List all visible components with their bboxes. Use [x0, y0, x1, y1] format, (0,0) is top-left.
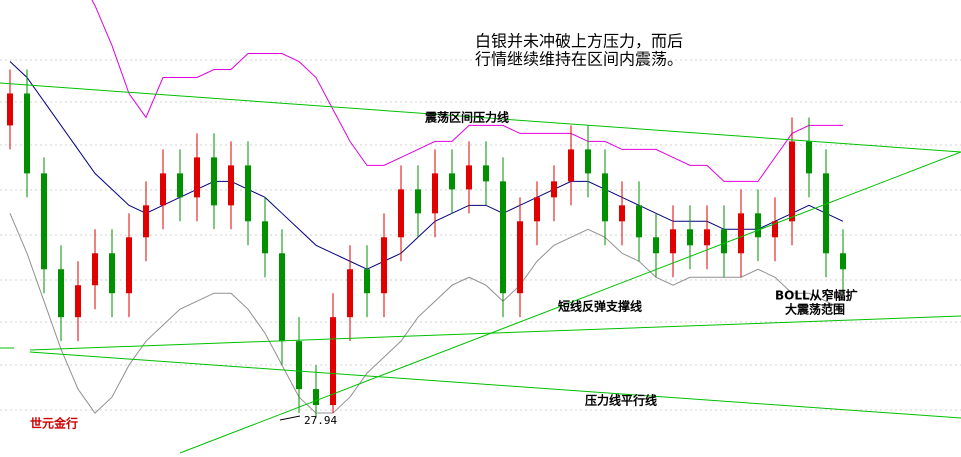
candle-body — [840, 253, 846, 270]
annotation: BOLL从窄幅扩 — [775, 288, 858, 303]
candle-body — [41, 173, 47, 270]
candle-body — [738, 213, 744, 254]
candle-body — [262, 221, 268, 254]
candle-body — [364, 269, 370, 294]
candle-body — [194, 157, 200, 198]
annotation: 压力线平行线 — [585, 393, 657, 408]
candle-body — [619, 205, 625, 222]
candle-body — [92, 253, 98, 286]
candle-body — [755, 213, 761, 238]
candle-body — [126, 237, 132, 294]
boll-line — [9, 213, 844, 414]
candle-body — [500, 181, 506, 294]
candle-body — [432, 173, 438, 214]
candle-body — [58, 269, 64, 318]
candle-body — [551, 181, 557, 198]
candle-body — [296, 341, 302, 390]
candle-body — [160, 173, 166, 206]
annotation: 短线反弹支撑线 — [558, 299, 642, 314]
candle-body — [279, 253, 285, 342]
candle-body — [143, 205, 149, 238]
candle-body — [704, 229, 710, 246]
candle-body — [670, 229, 676, 254]
candle-body — [347, 269, 353, 318]
flat-line — [29, 315, 961, 351]
candle-body — [75, 285, 81, 318]
candle-body — [636, 205, 642, 238]
candle-body — [7, 93, 13, 126]
low-pointer — [279, 415, 301, 421]
support-line — [179, 151, 961, 454]
candle-body — [211, 157, 217, 206]
annotation: 大震荡范围 — [785, 302, 845, 317]
candle-body — [398, 189, 404, 238]
candle-body — [823, 173, 829, 254]
candle-body — [772, 221, 778, 238]
candle-body — [228, 165, 234, 206]
candle-body — [602, 173, 608, 222]
candle-body — [109, 253, 115, 294]
candle-body — [568, 149, 574, 182]
candle-body — [653, 237, 659, 254]
candle-body — [534, 197, 540, 222]
parallel-line — [29, 351, 961, 419]
candle-body — [721, 229, 727, 254]
low-label: 27.94 — [304, 414, 337, 427]
candle-body — [483, 165, 489, 182]
candle-body — [245, 165, 251, 222]
note: 行情继续维持在区间内震荡。 — [475, 50, 683, 69]
note: 白银并未冲破上方压力，而后 — [475, 32, 683, 51]
candle-body — [381, 237, 387, 294]
candle-body — [24, 93, 30, 174]
candle-body — [789, 141, 795, 222]
candle-body — [313, 389, 319, 406]
candle-body — [449, 173, 455, 190]
candle-body — [330, 317, 336, 406]
candle-body — [517, 221, 523, 294]
resistance-line — [0, 82, 961, 153]
candle-body — [687, 229, 693, 246]
candle-body — [415, 189, 421, 214]
marks — [7, 0, 846, 418]
annotation: 震荡区间压力线 — [425, 110, 509, 125]
candle-body — [466, 165, 472, 190]
boll-line — [91, 0, 843, 182]
candle-body — [806, 141, 812, 174]
candle-body — [177, 173, 183, 198]
brand: 世元金行 — [30, 416, 78, 431]
candle-body — [585, 149, 591, 174]
trend-lines — [0, 82, 961, 454]
